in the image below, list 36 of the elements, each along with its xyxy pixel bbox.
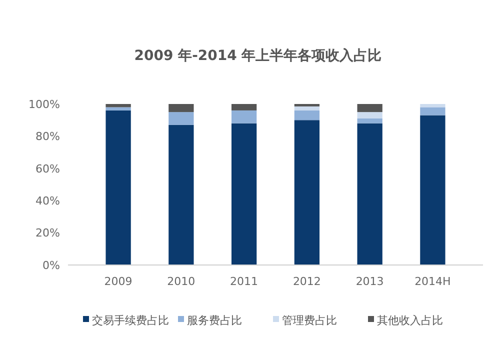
- y-tick-label: 60%: [36, 162, 60, 176]
- y-tick-label: 80%: [36, 130, 60, 144]
- legend-label: 其他收入占比: [377, 314, 443, 327]
- y-tick-label: 40%: [36, 194, 60, 208]
- x-tick-label: 2010: [167, 275, 196, 288]
- legend-label: 服务费占比: [187, 314, 242, 327]
- chart-title: 2009 年-2014 年上半年各项收入占比: [134, 48, 382, 64]
- bar: [106, 104, 131, 108]
- y-tick-label: 100%: [28, 98, 60, 111]
- bar: [231, 123, 257, 265]
- bar: [168, 124, 194, 265]
- bar: [294, 106, 320, 110]
- bar: [294, 110, 320, 120]
- x-tick-label: 2012: [292, 275, 321, 288]
- bar: [357, 118, 382, 124]
- bar: [420, 104, 446, 108]
- bar: [420, 107, 446, 116]
- x-tick-label: 2009: [104, 275, 132, 288]
- legend-label: 管理费占比: [282, 314, 337, 327]
- bar: [357, 112, 382, 118]
- bar: [420, 115, 446, 265]
- bar: [106, 107, 131, 110]
- y-tick-label: 0%: [42, 258, 60, 272]
- bar: [357, 104, 382, 112]
- y-tick-label: 20%: [36, 226, 60, 240]
- x-tick-label: 2013: [356, 275, 384, 288]
- bar: [168, 104, 194, 112]
- x-tick-label: 2014H: [414, 275, 451, 288]
- bar: [231, 104, 257, 110]
- bar: [231, 110, 257, 124]
- bar: [357, 123, 382, 265]
- legend-label: 交易手续费占比: [92, 314, 169, 327]
- bar: [168, 112, 194, 125]
- bar: [294, 120, 320, 265]
- x-tick-label: 2011: [230, 275, 258, 288]
- bar: [106, 110, 131, 265]
